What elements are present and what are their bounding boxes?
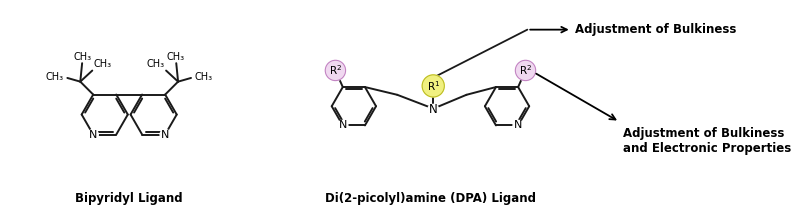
Text: N: N bbox=[513, 120, 521, 130]
Text: R$^1$: R$^1$ bbox=[426, 79, 440, 93]
Circle shape bbox=[515, 60, 535, 81]
Text: CH₃: CH₃ bbox=[45, 72, 63, 82]
Text: N: N bbox=[89, 129, 97, 140]
Text: CH₃: CH₃ bbox=[147, 59, 165, 69]
Text: Adjustment of Bulkiness: Adjustment of Bulkiness bbox=[575, 23, 736, 36]
Circle shape bbox=[325, 60, 345, 81]
Text: CH₃: CH₃ bbox=[93, 59, 111, 69]
Text: R$^2$: R$^2$ bbox=[518, 63, 531, 77]
Circle shape bbox=[160, 129, 170, 140]
Text: Bipyridyl Ligand: Bipyridyl Ligand bbox=[75, 192, 182, 205]
Circle shape bbox=[337, 120, 347, 131]
Circle shape bbox=[427, 104, 438, 116]
Text: N: N bbox=[338, 120, 346, 130]
Circle shape bbox=[422, 75, 444, 97]
Text: N: N bbox=[161, 129, 169, 140]
Text: R$^2$: R$^2$ bbox=[328, 63, 341, 77]
Text: CH₃: CH₃ bbox=[166, 52, 184, 62]
Circle shape bbox=[513, 120, 522, 131]
Text: Di(2-picolyl)amine (DPA) Ligand: Di(2-picolyl)amine (DPA) Ligand bbox=[324, 192, 535, 205]
Text: CH₃: CH₃ bbox=[195, 72, 212, 82]
Circle shape bbox=[88, 129, 98, 140]
Text: N: N bbox=[428, 103, 437, 116]
Text: Adjustment of Bulkiness
and Electronic Properties: Adjustment of Bulkiness and Electronic P… bbox=[623, 128, 791, 155]
Text: CH₃: CH₃ bbox=[74, 52, 92, 62]
